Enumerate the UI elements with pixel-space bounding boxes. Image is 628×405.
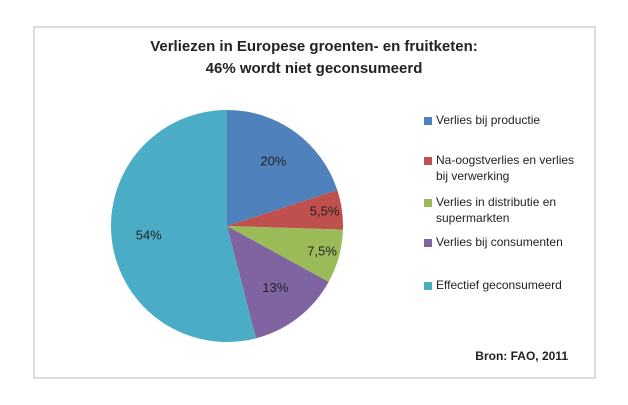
data-label: 54%: [136, 227, 162, 242]
legend-label: Verlies bij consumenten: [436, 235, 563, 249]
legend-swatch: [424, 117, 432, 125]
legend-item: Effectief geconsumeerd: [436, 278, 562, 292]
pie-slice: [111, 110, 256, 342]
legend-swatch: [424, 157, 432, 165]
chart-title: Verliezen in Europese groenten- en fruit…: [150, 38, 478, 55]
pie-slice: [227, 110, 338, 226]
legend-item: Na-oogstverlies en verlies bij verwerkin…: [436, 153, 575, 183]
legend-item: Verlies in distributie en supermarkten: [436, 195, 557, 225]
source: Bron: FAO, 2011: [475, 349, 568, 363]
legend-item: Verlies bij consumenten: [436, 235, 563, 249]
legend-label: Na-oogstverlies en verlies bij verwerkin…: [436, 153, 575, 183]
data-label: 13%: [262, 280, 288, 295]
pie-slice: [227, 190, 343, 230]
data-label: 5,5%: [310, 204, 340, 219]
data-label: 20%: [260, 154, 286, 169]
legend-swatch: [424, 239, 432, 247]
legend-swatch: [424, 199, 432, 207]
legend-swatch: [424, 282, 432, 290]
legend-item: Verlies bij productie: [436, 113, 541, 127]
pie-slice: [227, 226, 329, 339]
legend-label: Verlies bij productie: [436, 113, 541, 127]
legend-label: Verlies in distributie en supermarkten: [436, 195, 557, 225]
data-label: 7,5%: [307, 243, 337, 258]
pie-slice: [227, 226, 343, 282]
chart-subtitle: 46% wordt niet geconsumeerd: [206, 60, 423, 77]
legend-label: Effectief geconsumeerd: [436, 278, 562, 292]
